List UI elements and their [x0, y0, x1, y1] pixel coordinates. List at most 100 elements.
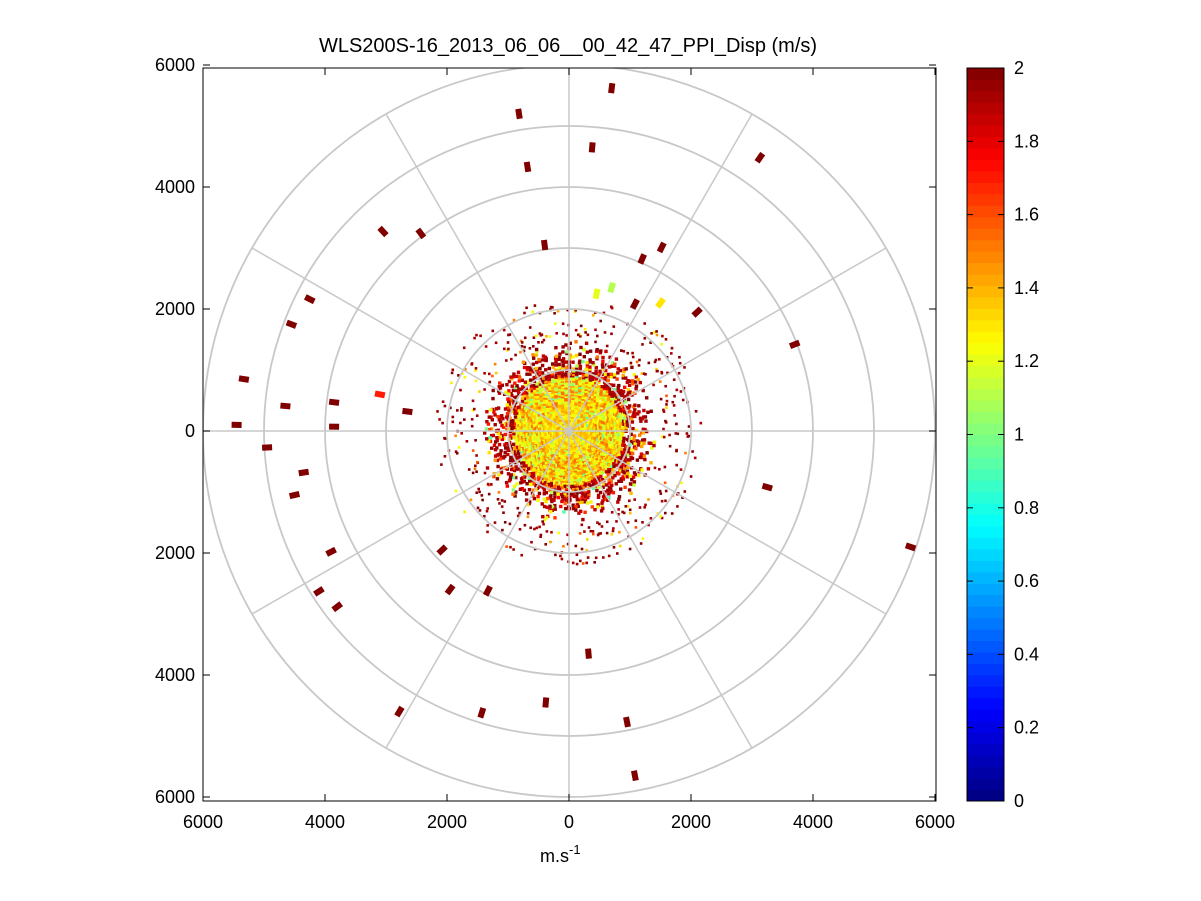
field-cell — [561, 350, 565, 354]
field-cell — [565, 442, 569, 446]
field-cell — [527, 446, 531, 451]
field-cell — [636, 377, 640, 382]
field-cell — [601, 367, 606, 371]
field-cell — [574, 398, 579, 403]
field-cell — [664, 511, 667, 515]
field-cell — [541, 459, 545, 464]
field-cell — [511, 492, 515, 496]
field-cell — [554, 397, 558, 401]
colorbar-band — [967, 503, 1004, 516]
field-cell — [626, 397, 631, 402]
field-cell — [586, 495, 590, 500]
field-cell — [589, 406, 593, 411]
field-cell — [621, 376, 625, 380]
field-cell — [454, 434, 457, 438]
return-point — [655, 297, 666, 309]
field-cell — [593, 470, 597, 474]
field-cell — [548, 404, 552, 408]
field-cell — [681, 398, 685, 402]
field-cell — [568, 448, 573, 453]
field-cell — [560, 371, 564, 375]
field-cell — [510, 357, 513, 361]
field-cell — [532, 345, 535, 348]
colorbar-band — [967, 778, 1004, 790]
azimuth-spoke — [568, 430, 753, 749]
field-cell — [556, 467, 560, 472]
field-cell — [570, 459, 574, 463]
field-cell — [532, 375, 536, 380]
colorbar-band — [967, 537, 1004, 550]
field-cell — [628, 410, 632, 414]
field-cell — [642, 438, 647, 442]
field-cell — [463, 510, 466, 514]
field-cell — [553, 463, 557, 467]
field-cell — [532, 386, 536, 390]
field-cell — [587, 526, 591, 529]
field-cell — [496, 431, 501, 436]
field-cell — [679, 468, 683, 471]
colorbar-band — [967, 560, 1004, 573]
field-cell — [578, 401, 582, 405]
field-cell — [544, 379, 548, 383]
azimuth-spoke — [385, 113, 570, 432]
field-cell — [563, 413, 568, 418]
field-cell — [548, 388, 552, 393]
field-cell — [577, 444, 581, 448]
colorbar-band — [967, 652, 1004, 664]
field-cell — [507, 445, 511, 449]
field-cell — [590, 414, 595, 418]
field-cell — [580, 483, 584, 487]
field-cell — [673, 394, 676, 398]
field-cell — [459, 388, 462, 392]
field-cell — [616, 371, 620, 375]
field-cell — [614, 416, 618, 420]
field-cell — [588, 349, 593, 353]
return-point — [623, 716, 631, 728]
field-cell — [548, 335, 552, 338]
field-cell — [518, 407, 522, 411]
colorbar-band — [967, 755, 1004, 768]
field-cell — [647, 523, 650, 527]
field-cell — [572, 464, 576, 468]
field-cell — [547, 381, 551, 385]
field-cell — [529, 482, 533, 487]
field-cell — [543, 409, 547, 413]
field-cell — [557, 405, 561, 409]
field-cell — [554, 414, 559, 418]
colorbar-band — [967, 125, 1004, 138]
field-cell — [496, 406, 501, 410]
field-cell — [549, 307, 552, 311]
field-cell — [617, 383, 621, 388]
field-cell — [604, 470, 609, 474]
field-cell — [598, 470, 603, 475]
field-cell — [641, 343, 644, 346]
field-cell — [549, 305, 553, 309]
field-cell — [552, 477, 556, 481]
field-cell — [535, 382, 539, 386]
field-cell — [583, 530, 586, 533]
field-cell — [602, 393, 606, 397]
field-cell — [574, 371, 579, 375]
field-cell — [592, 403, 597, 407]
field-cell — [604, 409, 608, 414]
field-cell — [462, 346, 466, 350]
azimuth-spoke — [385, 430, 570, 749]
field-cell — [564, 386, 568, 390]
field-cell — [649, 341, 652, 344]
field-cell — [505, 359, 508, 362]
field-cell — [545, 335, 548, 338]
field-cell — [523, 336, 527, 340]
field-cell — [565, 464, 569, 468]
field-cell — [582, 348, 586, 352]
field-cell — [626, 505, 630, 508]
field-cell — [594, 407, 599, 412]
field-cell — [608, 392, 612, 396]
field-cell — [577, 468, 581, 472]
field-cell — [541, 394, 546, 398]
field-cell — [591, 372, 596, 376]
field-cell — [624, 367, 628, 371]
field-cell — [545, 400, 549, 404]
field-cell — [507, 379, 512, 384]
field-cell — [514, 475, 518, 480]
